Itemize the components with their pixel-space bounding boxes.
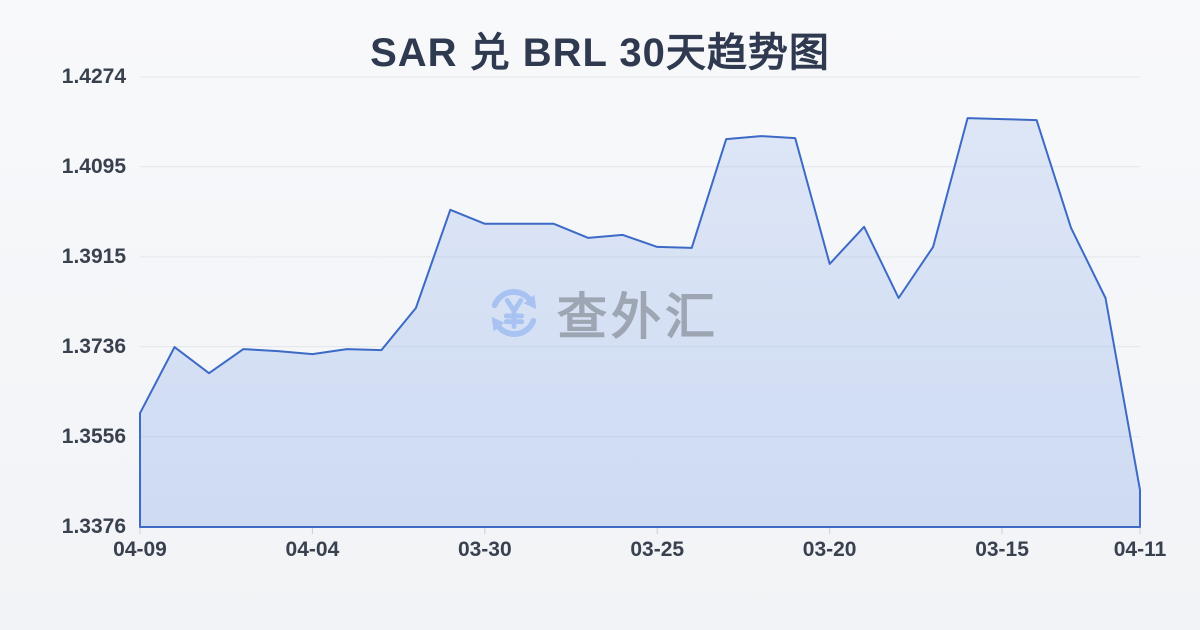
area-series: [139, 117, 1141, 528]
x-tick-label: 03-30: [457, 538, 512, 561]
y-tick-label: 1.3736: [61, 334, 126, 358]
y-tick-label: 1.4095: [61, 154, 126, 178]
x-tick-label: 03-25: [630, 538, 685, 561]
y-tick-label: 1.3376: [61, 515, 126, 538]
y-tick-label: 1.4274: [61, 65, 126, 88]
x-tick-label: 03-20: [802, 538, 857, 561]
x-tick-label: 04-09: [113, 538, 167, 561]
y-tick-label: 1.3915: [61, 244, 126, 268]
chart-title: SAR 兑 BRL 30天趋势图: [370, 31, 830, 75]
y-tick-label: 1.3556: [61, 424, 126, 448]
x-tick-label: 04-11: [1113, 538, 1167, 561]
x-tick-label: 04-04: [285, 538, 340, 561]
x-tick-label: 03-15: [975, 538, 1029, 561]
